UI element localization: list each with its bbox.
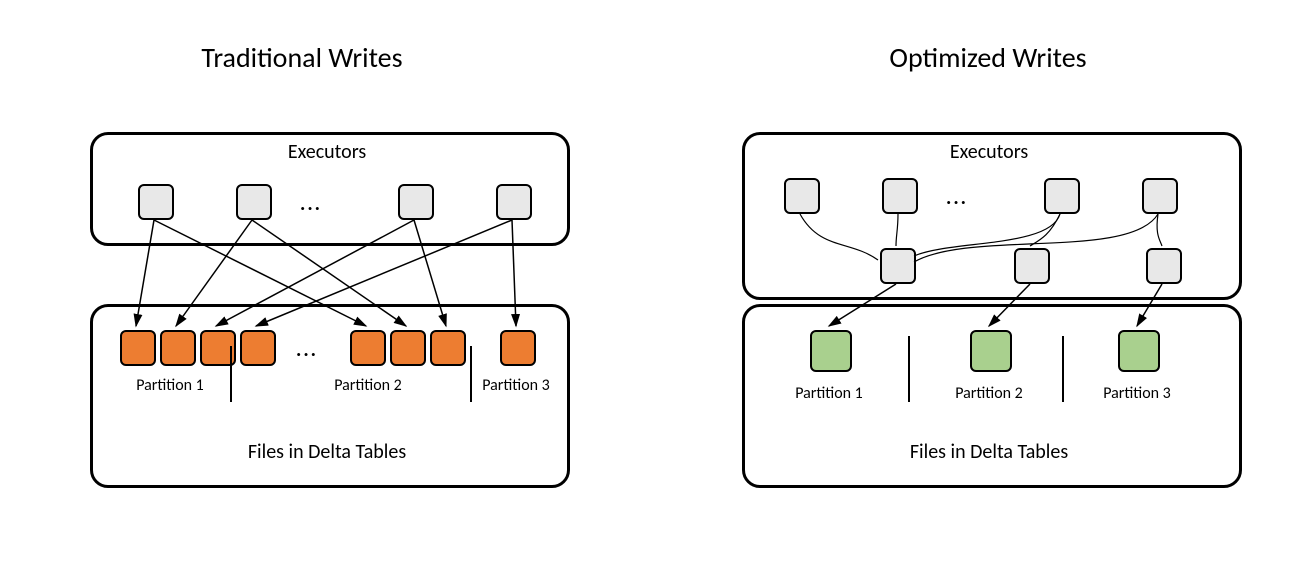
left-separator: [470, 346, 472, 402]
left-partition-label: Partition 3: [482, 376, 550, 395]
left-partition-label: Partition 1: [136, 376, 204, 395]
right-executor-box: [882, 178, 918, 214]
right-partition-label: Partition 2: [955, 384, 1023, 403]
left-file-dots: ...: [296, 338, 318, 362]
right-mid-executor-box: [880, 248, 916, 284]
left-executor-box: [496, 184, 532, 220]
right-executors-label: Executors: [950, 140, 1028, 164]
right-file-box: [810, 330, 852, 372]
left-file-box: [390, 330, 426, 366]
left-executors-label: Executors: [288, 140, 366, 164]
left-file-box: [120, 330, 156, 366]
right-separator: [908, 336, 910, 402]
left-file-box: [350, 330, 386, 366]
left-file-box: [500, 330, 536, 366]
right-files-label: Files in Delta Tables: [910, 440, 1068, 464]
right-mid-executor-box: [1146, 248, 1182, 284]
right-executor-box: [1142, 178, 1178, 214]
left-file-box: [240, 330, 276, 366]
right-mid-executor-box: [1014, 248, 1050, 284]
left-separator: [230, 346, 232, 402]
right-partition-label: Partition 3: [1103, 384, 1171, 403]
left-file-box: [430, 330, 466, 366]
right-executor-box: [1044, 178, 1080, 214]
left-files-label: Files in Delta Tables: [248, 440, 406, 464]
left-partition-label: Partition 2: [334, 376, 402, 395]
right-separator: [1062, 336, 1064, 402]
left-file-box: [160, 330, 196, 366]
right-executor-dots: ...: [946, 186, 968, 210]
left-executor-box: [138, 184, 174, 220]
title-optimized: Optimized Writes: [889, 40, 1086, 75]
right-file-box: [1118, 330, 1160, 372]
left-executor-dots: ...: [300, 192, 322, 216]
left-executor-box: [236, 184, 272, 220]
right-executor-box: [784, 178, 820, 214]
title-traditional: Traditional Writes: [201, 40, 402, 75]
left-executor-box: [398, 184, 434, 220]
right-file-box: [970, 330, 1012, 372]
right-partition-label: Partition 1: [795, 384, 863, 403]
